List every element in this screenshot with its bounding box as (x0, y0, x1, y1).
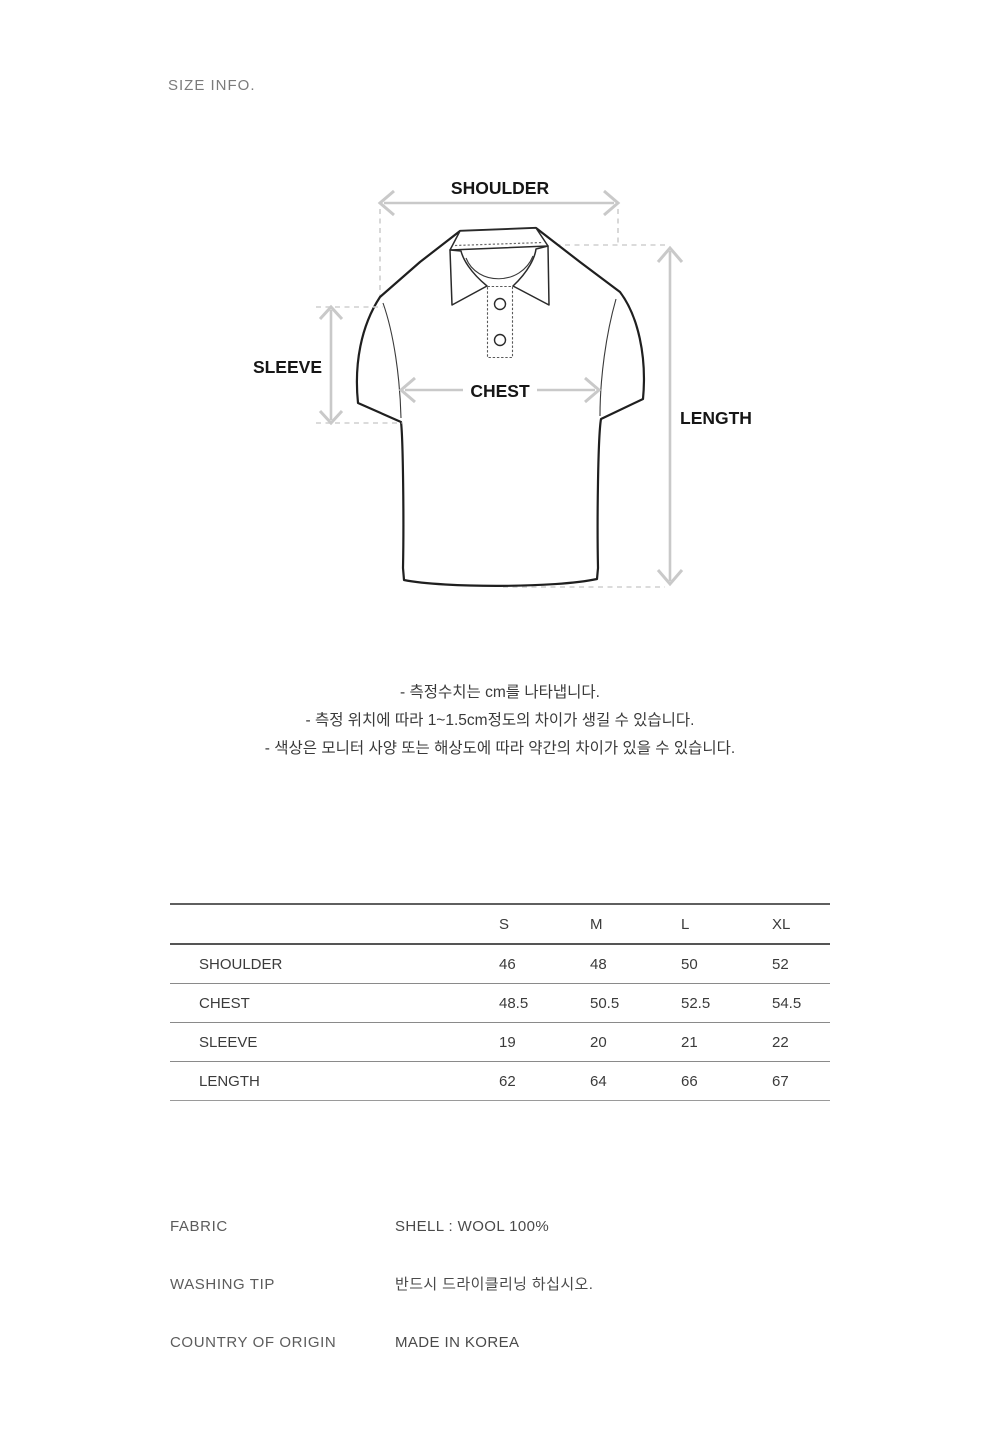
size-column-header: M (590, 904, 681, 945)
country-of-origin-row: COUNTRY OF ORIGIN MADE IN KOREA (170, 1332, 830, 1353)
info-value: MADE IN KOREA (395, 1334, 520, 1351)
chest-label: CHEST (470, 381, 530, 401)
polo-shirt-drawing (355, 226, 646, 587)
product-info-section: FABRIC SHELL : WOOL 100% WASHING TIP 반드시… (170, 1216, 830, 1390)
cell-value: 52.5 (681, 983, 772, 1023)
fabric-row: FABRIC SHELL : WOOL 100% (170, 1216, 830, 1237)
size-column-header: S (499, 904, 590, 945)
cell-value: 46 (499, 944, 590, 984)
table-row: SLEEVE 19 20 21 22 (170, 1022, 830, 1062)
size-column-header: L (681, 904, 772, 945)
info-value: 반드시 드라이클리닝 하십시오. (395, 1276, 594, 1293)
page-title: SIZE INFO. (168, 77, 256, 94)
row-label: SLEEVE (170, 1022, 499, 1062)
size-table-corner-cell (170, 904, 499, 945)
table-row: CHEST 48.5 50.5 52.5 54.5 (170, 983, 830, 1023)
cell-value: 48.5 (499, 983, 590, 1023)
cell-value: 20 (590, 1022, 681, 1062)
size-column-header: XL (772, 904, 830, 945)
cell-value: 54.5 (772, 983, 830, 1023)
chest-arrow (398, 376, 602, 404)
info-value: SHELL : WOOL 100% (395, 1218, 550, 1235)
cell-value: 66 (681, 1061, 772, 1101)
size-table: S M L XL SHOULDER 46 48 50 52 CHEST 48.5… (170, 903, 830, 1101)
shoulder-label: SHOULDER (451, 178, 550, 198)
button-top (493, 297, 507, 311)
washing-tip-row: WASHING TIP 반드시 드라이클리닝 하십시오. (170, 1274, 830, 1295)
length-arrow (656, 245, 684, 587)
measurement-guides-under (379, 209, 665, 588)
table-row: LENGTH 62 64 66 67 (170, 1061, 830, 1101)
cell-value: 64 (590, 1061, 681, 1101)
cell-value: 22 (772, 1022, 830, 1062)
sleeve-label: SLEEVE (253, 357, 322, 377)
sleeve-arrow (318, 304, 344, 426)
length-label: LENGTH (680, 408, 752, 428)
cell-value: 52 (772, 944, 830, 984)
cell-value: 50 (681, 944, 772, 984)
shirt-measurement-diagram: SHOULDER SLEEVE CHEST LENGTH (253, 178, 752, 588)
info-label: FABRIC (170, 1218, 228, 1235)
cell-value: 67 (772, 1061, 830, 1101)
info-label: COUNTRY OF ORIGIN (170, 1334, 337, 1351)
size-table-header-row: S M L XL (170, 904, 830, 945)
row-label: LENGTH (170, 1061, 499, 1101)
button-bottom (493, 333, 507, 347)
measurement-notes: - 측정수치는 cm를 나타냅니다. - 측정 위치에 따라 1~1.5cm정도… (0, 679, 1000, 763)
cell-value: 48 (590, 944, 681, 984)
table-row: SHOULDER 46 48 50 52 (170, 944, 830, 984)
note-line: - 색상은 모니터 사양 또는 해상도에 따라 약간의 차이가 있을 수 있습니… (264, 740, 736, 757)
cell-value: 50.5 (590, 983, 681, 1023)
cell-value: 62 (499, 1061, 590, 1101)
shoulder-arrow (377, 189, 621, 217)
info-label: WASHING TIP (170, 1276, 275, 1293)
note-line: - 측정 위치에 따라 1~1.5cm정도의 차이가 생길 수 있습니다. (305, 712, 695, 729)
row-label: CHEST (170, 983, 499, 1023)
note-line: - 측정수치는 cm를 나타냅니다. (400, 684, 600, 701)
cell-value: 19 (499, 1022, 590, 1062)
cell-value: 21 (681, 1022, 772, 1062)
row-label: SHOULDER (170, 944, 499, 984)
